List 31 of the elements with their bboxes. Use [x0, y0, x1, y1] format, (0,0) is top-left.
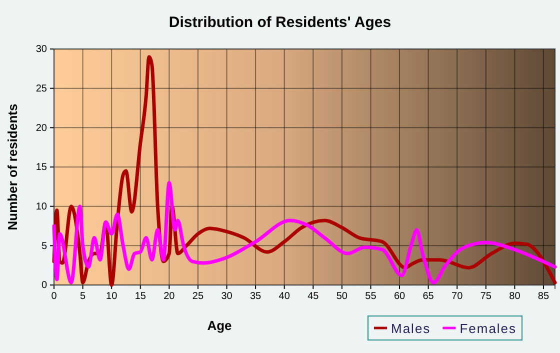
y-tick-label: 25 [36, 84, 48, 95]
x-tick-label: 0 [51, 291, 58, 302]
y-tick-label: 10 [36, 202, 48, 213]
x-tick-label: 75 [480, 291, 492, 302]
chart-title: Distribution of Residents' Ages [168, 14, 392, 31]
y-axis-title: Number of residents [5, 104, 20, 230]
x-tick-label: 30 [221, 291, 233, 302]
legend-label: Males [391, 321, 431, 336]
x-tick-label: 15 [134, 291, 146, 302]
x-tick-label: 70 [452, 291, 464, 302]
x-axis-title: Age [207, 318, 232, 333]
x-tick-label: 20 [164, 291, 176, 302]
y-tick-label: 30 [36, 44, 48, 56]
y-tick-label: 5 [41, 240, 48, 252]
x-tick-label: 50 [336, 291, 348, 302]
y-tick-label: 0 [41, 280, 48, 292]
x-tick-label: 55 [365, 291, 377, 302]
x-tick-label: 45 [308, 291, 320, 302]
x-tick-label: 85 [538, 291, 550, 302]
x-tick-label: 65 [422, 291, 434, 302]
x-tick-label: 35 [250, 291, 262, 302]
legend-label: Females [460, 321, 517, 336]
x-tick-label: 60 [394, 291, 406, 302]
x-tick-label: 5 [80, 291, 86, 302]
line-series [52, 180, 557, 284]
y-tick-label: 15 [36, 162, 48, 174]
x-tick-label: 10 [106, 291, 118, 302]
y-tick-label: 20 [36, 122, 48, 134]
x-tick-label: 25 [192, 291, 204, 302]
x-tick-label: 40 [278, 291, 290, 302]
x-tick-label: 80 [509, 291, 521, 302]
